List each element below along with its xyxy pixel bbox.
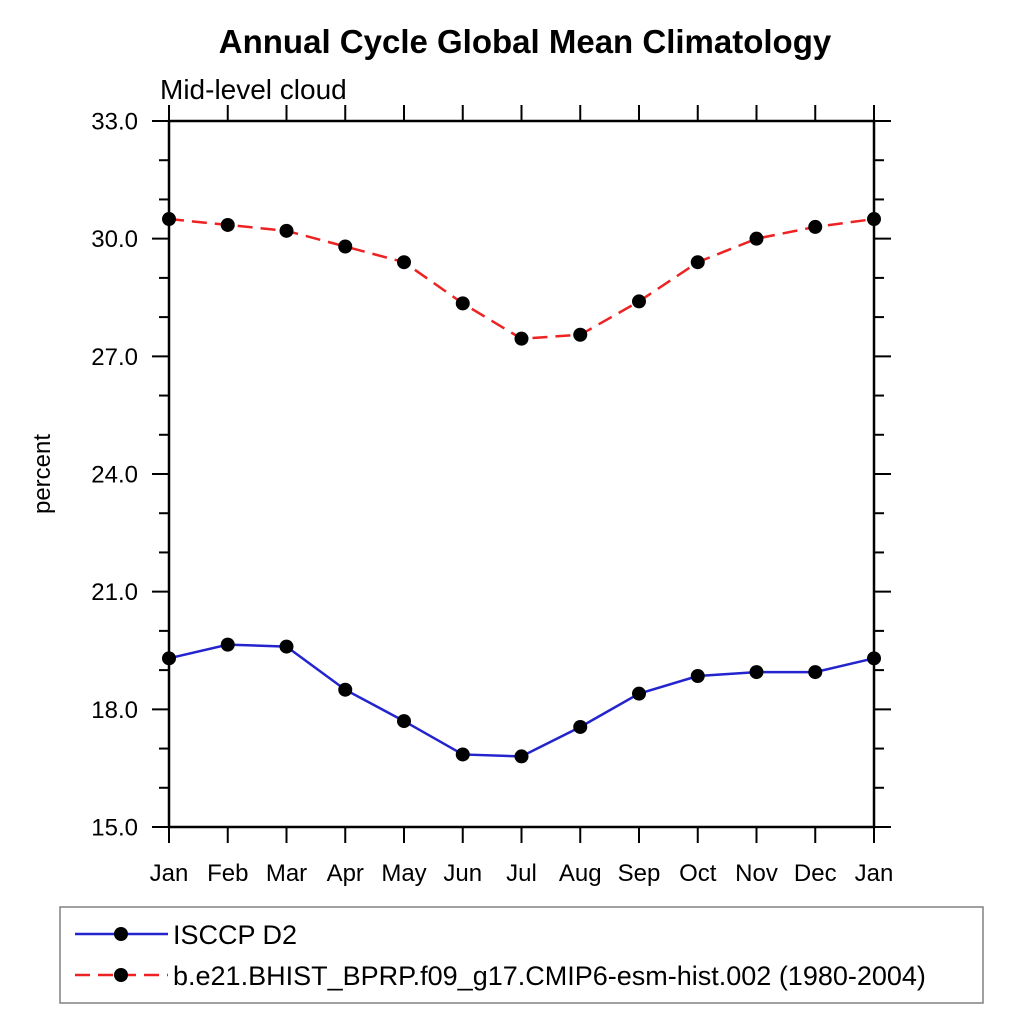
data-point-marker [867, 651, 881, 666]
data-point-marker [632, 294, 646, 309]
chart-subtitle: Mid-level cloud [160, 74, 347, 105]
data-point-marker [514, 331, 529, 346]
data-point-marker [397, 714, 411, 729]
axis-tick-labels: Jan Feb Mar Apr May Jun Jul Aug Sep Oct Nov Dec Jan 1… [91, 109, 893, 888]
data-point-marker [749, 231, 764, 246]
x-tick-label: Jul [506, 860, 537, 887]
x-tick-label: Mar [266, 860, 307, 887]
data-point-marker [162, 212, 176, 227]
data-point-marker [573, 719, 588, 734]
x-tick-label: Jun [443, 860, 482, 887]
data-point-marker [220, 637, 235, 652]
data-point-marker [279, 639, 294, 654]
x-tick-label: Sep [618, 860, 661, 887]
plot-frame [167, 119, 876, 829]
data-point-marker [573, 327, 588, 342]
y-tick-label: 27.0 [91, 344, 138, 371]
data-point-marker [690, 668, 705, 683]
legend-entry-label: ISCCP D2 [173, 920, 297, 950]
plot-border [167, 119, 876, 829]
x-tick-label: Jan [150, 860, 189, 887]
x-tick-label: Nov [735, 860, 778, 887]
x-tick-label: Feb [207, 860, 248, 887]
data-point-marker [455, 747, 470, 762]
data-point-marker [867, 212, 881, 227]
data-point-marker [690, 255, 705, 270]
x-tick-label: Oct [679, 860, 717, 887]
y-axis-label: percent [29, 434, 56, 514]
legend-marker [114, 968, 128, 982]
x-tick-label: Aug [559, 860, 602, 887]
y-tick-label: 24.0 [91, 462, 138, 489]
series-line-0 [168, 643, 875, 758]
data-point-marker [632, 686, 646, 701]
data-point-marker [162, 651, 176, 666]
x-tick-label: Jan [855, 860, 894, 887]
data-point-marker [338, 682, 353, 697]
series-line-1 [168, 217, 875, 340]
legend-marker [114, 927, 128, 941]
y-tick-label: 21.0 [91, 579, 138, 606]
x-tick-label: Apr [327, 860, 364, 887]
y-tick-label: 33.0 [91, 109, 138, 136]
data-point-marker [808, 665, 823, 680]
data-point-marker [279, 223, 294, 238]
legend-entry-label: b.e21.BHIST_BPRP.f09_g17.CMIP6-esm-hist.… [173, 961, 926, 991]
y-tick-label: 18.0 [91, 697, 138, 724]
chart-title: Annual Cycle Global Mean Climatology [219, 23, 832, 60]
legend-border [59, 906, 984, 1004]
data-point-marker [220, 217, 235, 232]
data-point-marker [455, 296, 470, 311]
y-tick-label: 15.0 [91, 815, 138, 842]
series-group [162, 212, 881, 764]
data-point-marker [338, 239, 353, 254]
legend-box: ISCCP D2 b.e21.BHIST_BPRP.f09_g17.CMIP6-e… [59, 906, 984, 1004]
data-point-marker [514, 749, 529, 764]
data-point-marker [749, 665, 764, 680]
x-tick-label: Dec [794, 860, 837, 887]
axis-ticks [152, 105, 891, 843]
data-point-marker [397, 255, 411, 270]
y-tick-label: 30.0 [91, 226, 138, 253]
x-tick-label: May [381, 860, 426, 887]
data-point-marker [808, 219, 823, 234]
